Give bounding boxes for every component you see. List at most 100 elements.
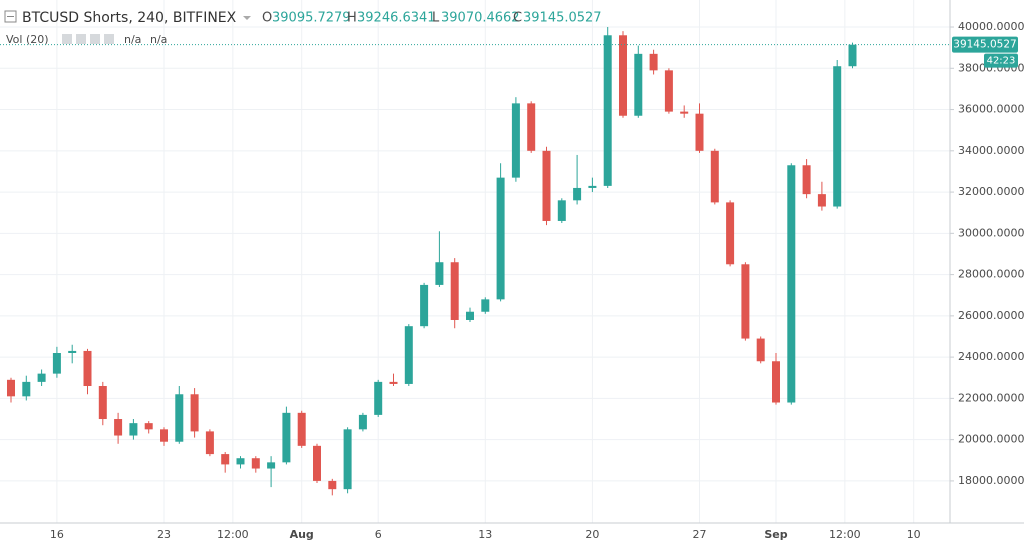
- x-tick-label: 12:00: [829, 528, 861, 541]
- last-price-badge: [952, 36, 1018, 53]
- candle-body: [190, 394, 199, 432]
- y-tick-label: 22000.0000: [958, 391, 1024, 404]
- y-tick-label: 34000.0000: [958, 144, 1024, 157]
- x-tick-label: Aug: [290, 528, 314, 541]
- ohlc-value: 39145.0527: [523, 11, 602, 26]
- candle-body: [52, 352, 61, 374]
- ohlc-value: 39070.4662: [441, 11, 520, 26]
- candle-body: [756, 338, 765, 362]
- candle-body: [343, 429, 352, 490]
- x-tick-label: 27: [693, 528, 707, 541]
- ohlc-label: C: [513, 11, 522, 26]
- last-price-label: 39145.0527: [953, 39, 1016, 51]
- candles: [7, 27, 857, 496]
- ohlc-value: 39246.6341: [357, 11, 436, 26]
- x-tick-label: 20: [585, 528, 599, 541]
- candle-body: [481, 299, 490, 312]
- x-tick-label: 16: [50, 528, 64, 541]
- x-tick-label: 13: [478, 528, 492, 541]
- y-tick-label: 20000.0000: [958, 433, 1024, 446]
- candle-body: [787, 165, 796, 403]
- candle-body: [435, 262, 444, 285]
- candle-body: [695, 113, 704, 151]
- candle-body: [450, 262, 459, 320]
- candle-body: [848, 44, 857, 67]
- candle-body: [221, 454, 230, 465]
- candle-body: [98, 386, 107, 420]
- candle-body: [573, 187, 582, 201]
- countdown-badge: [984, 53, 1018, 68]
- candle-body: [282, 412, 291, 463]
- eye-button[interactable]: [62, 34, 72, 44]
- candle-body: [817, 194, 826, 207]
- candle-body: [649, 53, 658, 71]
- candle-body: [205, 431, 214, 455]
- candle-body: [7, 379, 15, 397]
- candle-body: [297, 412, 306, 446]
- candle-body: [374, 381, 383, 415]
- candle-body: [22, 381, 31, 397]
- x-tick-label: 6: [375, 528, 382, 541]
- candle-body: [833, 66, 842, 207]
- candle-body: [710, 150, 719, 203]
- ohlc-label: H: [347, 11, 357, 26]
- candle-body: [588, 185, 597, 188]
- candle-body: [619, 35, 627, 116]
- chart-title: BTCUSD Shorts, 240, BITFINEX: [22, 10, 237, 26]
- candle-body: [420, 284, 429, 327]
- collapse-button[interactable]: [4, 10, 17, 23]
- ohlc-label: O: [262, 11, 272, 26]
- candle-body: [496, 177, 505, 300]
- x-tick-label: 23: [157, 528, 171, 541]
- candle-body: [542, 150, 551, 221]
- candle-body: [802, 165, 811, 195]
- candle-body: [527, 103, 536, 151]
- candle-body: [511, 103, 520, 178]
- y-tick-label: 28000.0000: [958, 268, 1024, 281]
- volume-value: n/a: [150, 33, 167, 46]
- candle-body: [37, 373, 46, 382]
- ohlc-value: 39095.7279: [272, 11, 351, 26]
- candle-body: [741, 264, 750, 339]
- candle-body: [680, 111, 689, 114]
- candle-body: [404, 326, 413, 384]
- x-tick-label: 12:00: [217, 528, 249, 541]
- candle-body: [313, 445, 321, 481]
- countdown-label: 42:23: [987, 56, 1016, 67]
- candle-body: [83, 350, 92, 387]
- candle-body: [251, 458, 260, 469]
- grid: [0, 0, 950, 523]
- candle-body: [726, 202, 735, 265]
- candle-body: [236, 458, 245, 465]
- candle-body: [603, 35, 612, 186]
- indicator-controls: [62, 34, 114, 44]
- candle-body: [634, 53, 643, 116]
- x-tick-label: Sep: [764, 528, 787, 541]
- candle-body: [389, 381, 398, 384]
- remove-button[interactable]: [104, 34, 114, 44]
- candle-body: [267, 462, 276, 469]
- candle-body: [557, 200, 566, 221]
- volume-value: n/a: [124, 33, 141, 46]
- candle-body: [466, 311, 474, 320]
- x-tick-label: 10: [907, 528, 921, 541]
- candle-body: [129, 423, 138, 436]
- y-tick-label: 30000.0000: [958, 226, 1024, 239]
- y-tick-label: 36000.0000: [958, 103, 1024, 116]
- settings-button[interactable]: [76, 34, 86, 44]
- candle-body: [160, 429, 168, 442]
- y-tick-label: 32000.0000: [958, 185, 1024, 198]
- candle-body: [144, 423, 153, 430]
- candle-body: [772, 361, 780, 403]
- ohlc-label: L: [432, 11, 440, 26]
- symbol-menu[interactable]: [243, 16, 251, 20]
- candle-body: [114, 419, 123, 436]
- candle-body: [328, 480, 337, 490]
- y-tick-label: 18000.0000: [958, 474, 1024, 487]
- volume-label: Vol (20): [6, 33, 49, 46]
- candle-body: [175, 394, 184, 442]
- y-tick-label: 40000.0000: [958, 20, 1024, 33]
- candle-body: [664, 70, 673, 112]
- add-button[interactable]: [90, 34, 100, 44]
